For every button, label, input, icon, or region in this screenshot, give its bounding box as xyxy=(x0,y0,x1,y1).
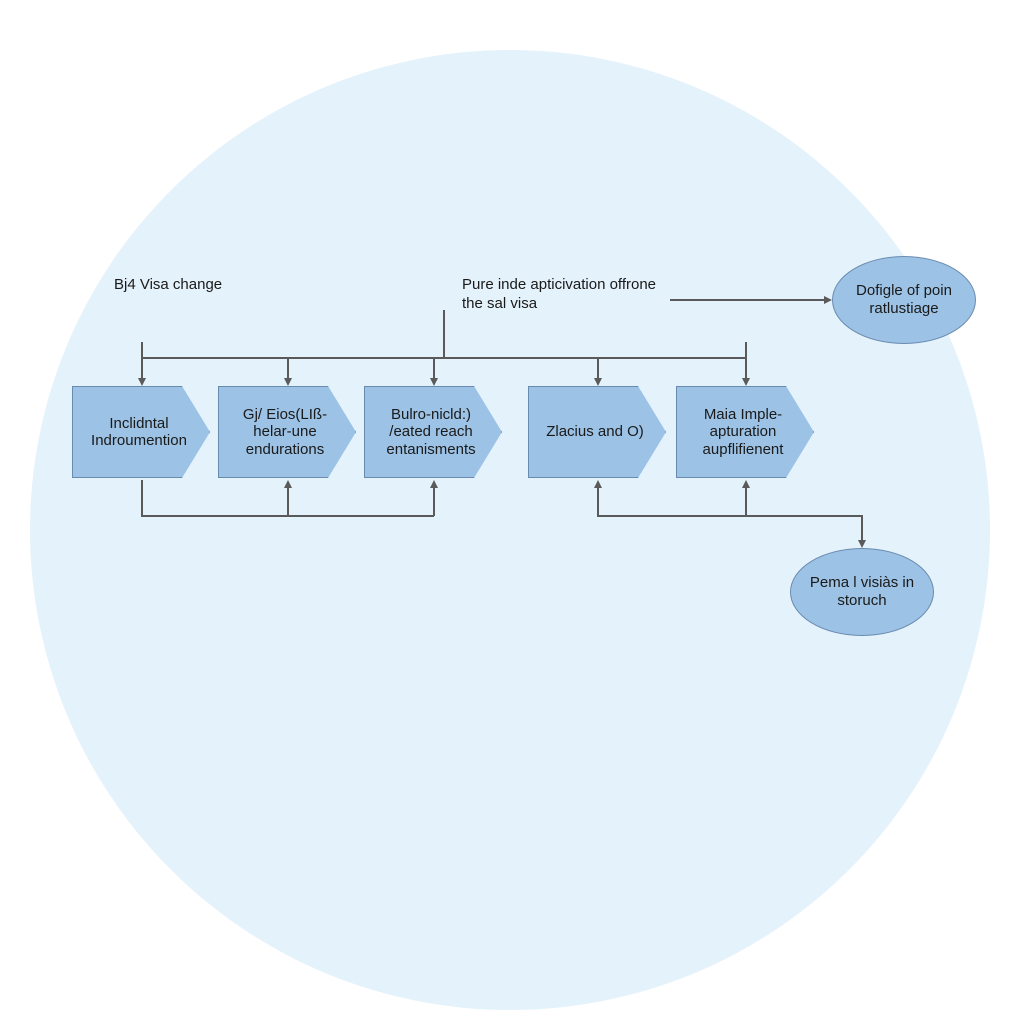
process-node-label: Bulro-nicld:) /eated reach entanisments xyxy=(373,406,501,458)
label-pure-inde: Pure inde apticivation offrone the sal v… xyxy=(462,276,672,314)
process-node-label: Maia Imple- apturation aupflifienent xyxy=(685,406,813,458)
ellipse-top: Dofigle of poin ratlustiage xyxy=(832,256,976,344)
ellipse-label: Dofigle of poin ratlustiage xyxy=(833,278,975,322)
process-node-label: Gj/ Eios(LIß- helar-une endurations xyxy=(227,406,355,458)
process-node-label: Zlacius and O) xyxy=(546,423,656,440)
label-text: Bj4 Visa change xyxy=(114,276,222,293)
diagram-stage: Bj4 Visa change Pure inde apticivation o… xyxy=(0,0,1024,1024)
ellipse-label: Pema l visiàs in storuch xyxy=(791,570,933,614)
label-visa-change: Bj4 Visa change xyxy=(114,276,234,295)
process-node-label: Inclidntal Indroumention xyxy=(81,415,209,450)
background-circle xyxy=(30,50,990,1010)
ellipse-bottom: Pema l visiàs in storuch xyxy=(790,548,934,636)
label-text: Pure inde apticivation offrone the sal v… xyxy=(462,276,656,312)
process-node-1: Inclidntal Indroumention xyxy=(72,386,210,478)
process-node-3: Bulro-nicld:) /eated reach entanisments xyxy=(364,386,502,478)
process-node-2: Gj/ Eios(LIß- helar-une endurations xyxy=(218,386,356,478)
process-node-4: Zlacius and O) xyxy=(528,386,666,478)
process-node-5: Maia Imple- apturation aupflifienent xyxy=(676,386,814,478)
